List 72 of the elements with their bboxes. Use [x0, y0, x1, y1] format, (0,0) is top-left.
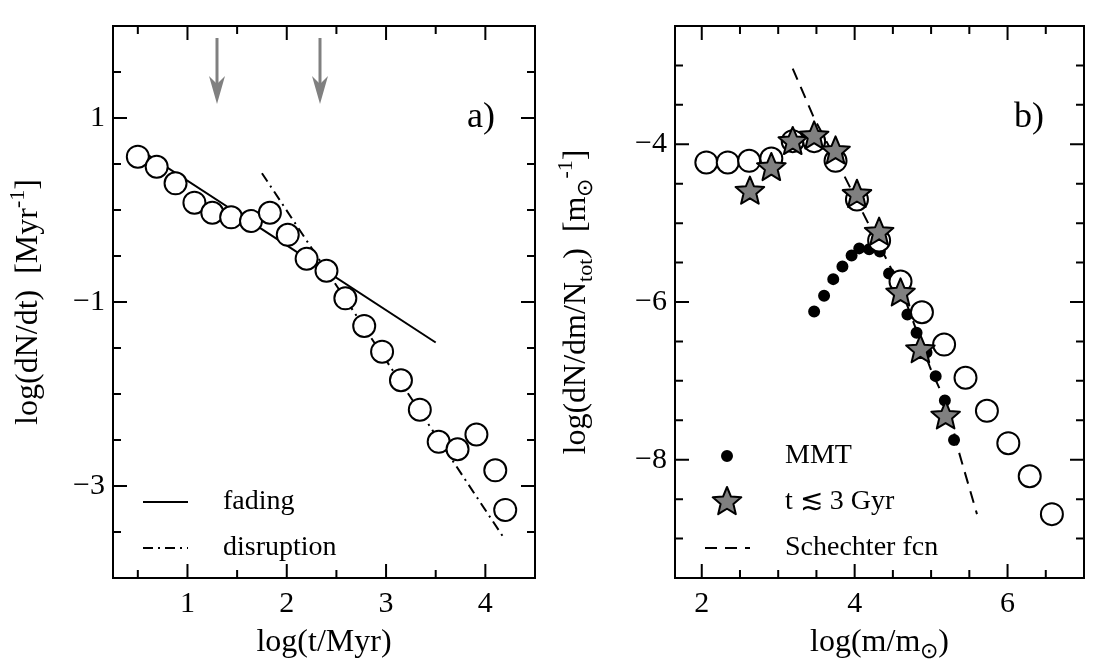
point	[483, 458, 508, 483]
point	[853, 242, 866, 255]
legend-label: t ≲ 3 Gyr	[785, 484, 895, 516]
point	[294, 246, 319, 271]
point	[836, 260, 849, 273]
point	[314, 258, 339, 283]
y-tick-label: −6	[635, 282, 667, 316]
point	[493, 497, 518, 522]
point	[715, 150, 740, 175]
x-tick-label: 2	[279, 584, 295, 618]
point	[333, 286, 358, 311]
point	[1039, 502, 1064, 527]
point	[144, 154, 169, 179]
point	[932, 332, 957, 357]
point	[996, 431, 1021, 456]
point	[841, 178, 873, 208]
point	[905, 334, 936, 364]
y-axis-title: log(dN/dt) [Myr-1]	[4, 179, 45, 425]
y-axis-title: log(dN/dm/Ntot) [m⊙-1]	[552, 149, 598, 455]
point	[1017, 464, 1042, 489]
point	[827, 273, 840, 286]
point	[426, 429, 451, 454]
point	[808, 305, 821, 318]
annotation: a)	[467, 95, 495, 136]
point	[929, 370, 942, 383]
legend-label: disruption	[223, 530, 337, 562]
point	[737, 148, 762, 173]
legend-label: fading	[223, 484, 295, 516]
point	[694, 150, 719, 175]
point	[445, 437, 470, 462]
point	[953, 365, 978, 390]
x-tick-label: 4	[477, 584, 493, 618]
point	[125, 144, 150, 169]
annotation: b)	[1014, 95, 1044, 136]
point	[257, 200, 282, 225]
x-tick-label: 4	[847, 584, 863, 618]
x-tick-label: 2	[694, 584, 710, 618]
y-tick-label: −1	[73, 282, 105, 316]
point	[734, 175, 766, 205]
point	[885, 277, 916, 307]
y-tick-label: 1	[90, 98, 105, 132]
point	[219, 205, 244, 230]
point	[798, 120, 830, 150]
point	[388, 368, 413, 393]
legend-label: Schechter fcn	[785, 530, 939, 562]
point	[464, 422, 489, 447]
point	[756, 151, 787, 182]
legend-label: MMT	[785, 438, 852, 470]
point	[948, 434, 961, 446]
x-tick-label: 3	[378, 584, 394, 618]
point	[910, 326, 923, 339]
point	[909, 300, 934, 325]
point	[974, 398, 999, 423]
point	[818, 289, 831, 302]
point	[275, 222, 300, 247]
point	[407, 397, 432, 422]
point	[370, 339, 395, 364]
point	[200, 200, 225, 225]
point	[182, 190, 207, 215]
x-tick-label: 1	[179, 584, 195, 618]
point	[845, 249, 858, 262]
x-axis-title: log(m/m⊙)	[810, 622, 949, 662]
y-tick-label: −4	[635, 125, 667, 159]
x-axis-title: log(t/Myr)	[256, 622, 392, 659]
point	[863, 216, 895, 246]
x-tick-label: 6	[1000, 584, 1016, 618]
y-tick-label: −3	[73, 466, 105, 500]
y-tick-label: −8	[635, 440, 667, 474]
point	[352, 313, 377, 338]
point	[163, 171, 188, 196]
point	[820, 135, 851, 165]
point	[239, 209, 264, 234]
